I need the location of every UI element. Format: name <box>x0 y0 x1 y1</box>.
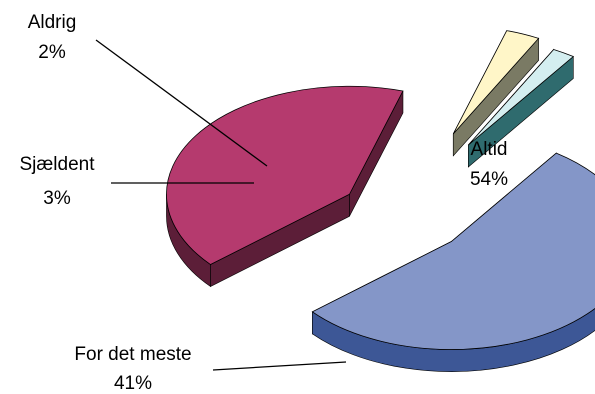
slice-label-altid: Altid <box>471 139 508 160</box>
pie-slice-top-for-det-meste <box>166 85 404 266</box>
pie-slices <box>166 30 595 372</box>
slice-value-aldrig: 2% <box>38 42 66 63</box>
leader-line-for-det-meste <box>212 361 347 371</box>
pie-slice-top-aldrig <box>468 49 575 146</box>
slice-label-sjaeldent: Sjældent <box>20 154 96 175</box>
pie-slice-for-det-meste <box>166 85 404 288</box>
slice-value-for-det-meste: 41% <box>114 373 152 394</box>
slice-label-for-det-meste: For det meste <box>74 344 191 365</box>
pie-slice-altid <box>311 152 595 372</box>
slice-value-sjaeldent: 3% <box>43 188 71 209</box>
pie-slice-sjaeldent <box>452 30 540 157</box>
slice-label-aldrig: Aldrig <box>28 12 77 33</box>
leader-line-aldrig <box>95 39 268 167</box>
pie-slice-top-sjaeldent <box>452 30 540 135</box>
slice-value-altid: 54% <box>470 169 508 190</box>
pie-slice-top-altid <box>311 152 595 350</box>
pie-slice-aldrig <box>468 48 575 168</box>
